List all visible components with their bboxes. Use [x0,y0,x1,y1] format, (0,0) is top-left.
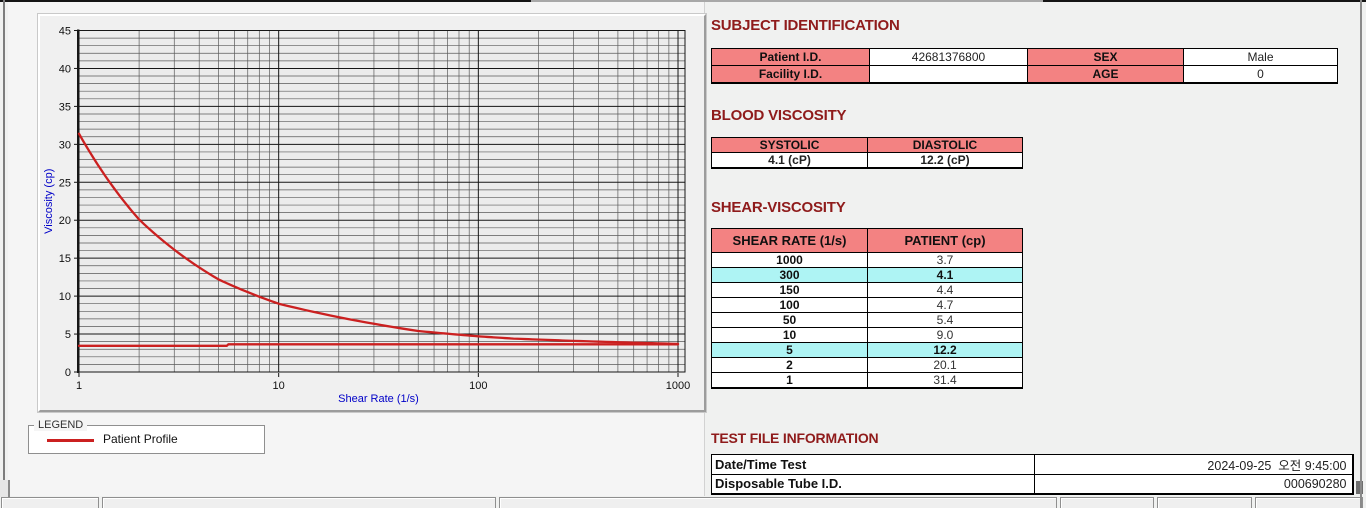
table-row: Date/Time Test 2024-09-25 오전 9:45:00 [711,454,1354,475]
shear-rate-cell: 2 [711,357,868,373]
shear-row: 5 12.2 [711,342,1023,358]
window-left-border [3,0,5,508]
blood-viscosity-title: BLOOD VISCOSITY [711,107,847,124]
blood-viscosity-table: SYSTOLIC DIASTOLIC 4.1 (cP) 12.2 (cP) [711,137,1023,169]
test-file-information-title: TEST FILE INFORMATION [711,430,879,446]
disposable-tube-id-label: Disposable Tube I.D. [711,474,1035,495]
sex-label: SEX [1027,48,1184,66]
svg-text:100: 100 [469,380,487,392]
svg-text:10: 10 [59,291,71,303]
systolic-header: SYSTOLIC [711,137,868,153]
date-time-test-value: 2024-09-25 오전 9:45:00 [1034,454,1354,475]
table-row: Facility I.D. AGE 0 [711,65,1338,84]
legend-entry-label: Patient Profile [103,432,178,446]
shear-rate-cell: 150 [711,282,868,298]
svg-text:40: 40 [59,63,71,75]
shear-rate-cell: 10 [711,327,868,343]
facility-id-label: Facility I.D. [711,65,870,84]
svg-text:25: 25 [59,177,71,189]
patient-cp-cell: 3.7 [867,252,1023,268]
svg-text:10: 10 [273,380,285,392]
table-row: SYSTOLIC DIASTOLIC [711,137,1023,153]
status-panel-4 [1060,497,1154,508]
table-row: SHEAR RATE (1/s) PATIENT (cp) [711,228,1023,253]
svg-text:35: 35 [59,101,71,113]
window-bottom-left-fragment [0,480,10,497]
disposable-tube-id-value: 000690280 [1034,474,1354,495]
svg-text:20: 20 [59,215,71,227]
subject-identification-table: Patient I.D. 42681376800 SEX Male Facili… [711,48,1338,84]
svg-text:5: 5 [65,329,71,341]
svg-text:0: 0 [65,367,71,379]
shear-viscosity-title: SHEAR-VISCOSITY [711,199,846,216]
shear-row: 1 31.4 [711,372,1023,389]
table-row: 4.1 (cP) 12.2 (cP) [711,152,1023,169]
status-panel-1 [1,497,99,508]
shear-row: 1000 3.7 [711,252,1023,268]
patient-cp-cell: 4.1 [867,267,1023,283]
shear-row: 150 4.4 [711,282,1023,298]
diastolic-value: 12.2 (cP) [867,152,1023,169]
patient-profile-line-swatch [47,439,94,442]
shear-row: 10 9.0 [711,327,1023,343]
shear-row: 50 5.4 [711,312,1023,328]
scrollbar-fragment [1356,481,1363,494]
patient-cp-cell: 12.2 [867,342,1023,358]
shear-row: 300 4.1 [711,267,1023,283]
window-right-border [1360,0,1362,508]
viscosity-chart-panel: 0 5 10 15 20 25 30 35 40 45 1 10 100 1000 Shear Rate (… [38,14,706,412]
table-row: Disposable Tube I.D. 000690280 [711,474,1354,495]
status-panel-3 [499,497,1057,508]
svg-text:30: 30 [59,139,71,151]
shear-rate-cell: 1000 [711,252,868,268]
shear-rate-cell: 5 [711,342,868,358]
patient-cp-cell: 5.4 [867,312,1023,328]
window-top-border-gap [531,0,1043,2]
status-panel-6 [1255,497,1363,508]
patient-cp-cell: 20.1 [867,357,1023,373]
shear-viscosity-table: SHEAR RATE (1/s) PATIENT (cp) 1000 3.7 3… [711,228,1023,389]
shear-row: 100 4.7 [711,297,1023,313]
status-panel-2 [102,497,496,508]
date-time-test-label: Date/Time Test [711,454,1035,475]
test-file-information-table: Date/Time Test 2024-09-25 오전 9:45:00 Dis… [711,454,1354,495]
sex-value: Male [1183,48,1338,66]
age-label: AGE [1027,65,1184,84]
shear-rate-cell: 100 [711,297,868,313]
svg-text:1: 1 [76,380,82,392]
shear-rate-cell: 50 [711,312,868,328]
patient-cp-cell: 4.7 [867,297,1023,313]
status-panel-5 [1157,497,1252,508]
svg-text:45: 45 [59,26,71,38]
shear-rate-cell: 300 [711,267,868,283]
svg-text:Shear Rate (1/s): Shear Rate (1/s) [338,393,419,405]
chart-region: 0 5 10 15 20 25 30 35 40 45 1 10 100 1000 Shear Rate (… [8,2,706,496]
legend-caption: LEGEND [34,419,88,431]
svg-text:1000: 1000 [666,380,690,392]
svg-text:15: 15 [59,253,71,265]
systolic-value: 4.1 (cP) [711,152,868,169]
shear-rate-cell: 1 [711,372,868,389]
subject-identification-title: SUBJECT IDENTIFICATION [711,17,900,34]
patient-cp-cell: 31.4 [867,372,1023,389]
svg-text:Viscosity (cp): Viscosity (cp) [43,169,55,234]
facility-id-value [869,65,1028,84]
viscosity-chart: 0 5 10 15 20 25 30 35 40 45 1 10 100 1000 Shear Rate (… [43,26,690,406]
shear-row: 2 20.1 [711,357,1023,373]
patient-id-label: Patient I.D. [711,48,870,66]
patient-cp-cell: 9.0 [867,327,1023,343]
diastolic-header: DIASTOLIC [867,137,1023,153]
patient-id-value: 42681376800 [869,48,1028,66]
shear-rate-header: SHEAR RATE (1/s) [711,228,868,253]
patient-cp-header: PATIENT (cp) [867,228,1023,253]
age-value: 0 [1183,65,1338,84]
patient-cp-cell: 4.4 [867,282,1023,298]
table-row: Patient I.D. 42681376800 SEX Male [711,48,1338,66]
